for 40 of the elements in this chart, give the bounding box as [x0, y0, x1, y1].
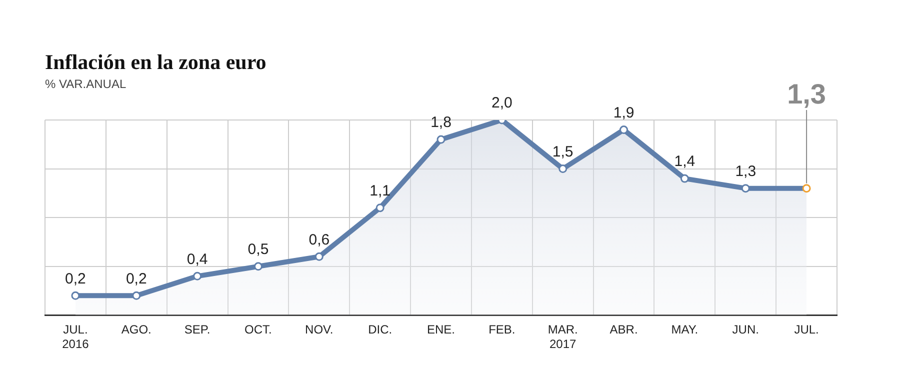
data-label: 1,1 — [370, 182, 391, 200]
data-label: 1,8 — [430, 114, 452, 132]
point — [802, 184, 811, 193]
point — [680, 174, 689, 183]
data-label: 0,2 — [65, 270, 86, 288]
x-tick-label: ABR. — [610, 322, 638, 337]
data-label: 1,9 — [613, 104, 634, 122]
point — [254, 262, 262, 271]
point — [558, 164, 568, 174]
point — [71, 291, 80, 300]
x-tick-label: DIC. — [368, 322, 392, 337]
data-label: 1,3 — [787, 78, 826, 110]
x-tick-label: JUN. — [732, 322, 759, 337]
x-tick-label: NOV. — [305, 322, 334, 337]
point — [132, 291, 141, 300]
point — [376, 204, 384, 212]
data-label: 0,4 — [186, 250, 208, 268]
x-tick-label: FEB. — [488, 322, 516, 337]
point — [620, 126, 628, 134]
point — [741, 184, 750, 193]
data-label: 1,3 — [735, 162, 756, 180]
x-tick-label: JUL. 2016 — [62, 322, 90, 352]
point — [436, 135, 446, 144]
chart-subtitle: % VAR.ANUAL — [45, 77, 128, 91]
x-tick-label: AGO. — [121, 322, 152, 337]
x-tick-label: MAY. — [671, 322, 698, 337]
x-tick-label: JUL. — [794, 322, 819, 337]
point — [314, 252, 324, 261]
x-tick-label: ENE. — [426, 322, 456, 337]
x-tick-label: SEP. — [184, 322, 210, 337]
x-tick-label: OCT. — [244, 322, 272, 337]
data-label: 0,6 — [308, 231, 330, 248]
data-label: 0,5 — [248, 241, 269, 258]
data-label: 2,0 — [491, 94, 512, 112]
data-label: 1,5 — [552, 143, 574, 160]
x-tick-label: MAR. 2017 — [548, 322, 578, 352]
data-label: 1,4 — [674, 153, 696, 170]
data-label: 0,2 — [126, 270, 147, 288]
chart-title: Inflación en la zona euro — [45, 50, 266, 75]
point — [193, 272, 202, 280]
